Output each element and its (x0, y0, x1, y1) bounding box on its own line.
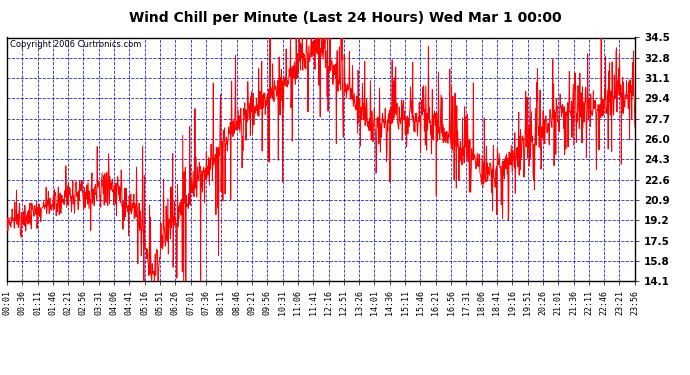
Text: Copyright 2006 Curtronics.com: Copyright 2006 Curtronics.com (10, 40, 141, 49)
Text: Wind Chill per Minute (Last 24 Hours) Wed Mar 1 00:00: Wind Chill per Minute (Last 24 Hours) We… (129, 11, 561, 25)
